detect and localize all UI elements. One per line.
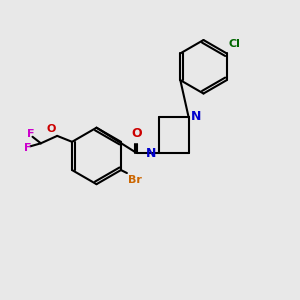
- Text: N: N: [146, 147, 157, 160]
- Text: F: F: [27, 129, 34, 140]
- Text: O: O: [46, 124, 56, 134]
- Text: N: N: [191, 110, 201, 123]
- Text: Cl: Cl: [228, 39, 240, 49]
- Text: O: O: [131, 127, 142, 140]
- Text: F: F: [24, 143, 31, 153]
- Text: Br: Br: [128, 175, 142, 184]
